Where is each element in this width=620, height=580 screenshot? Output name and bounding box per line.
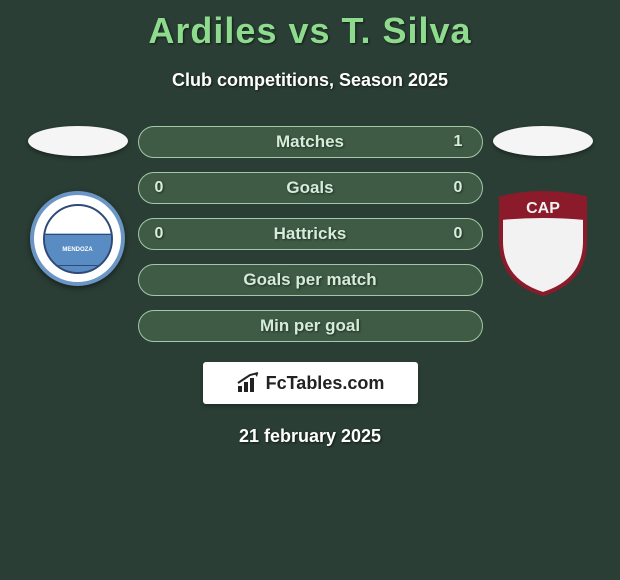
page-title: Ardiles vs T. Silva xyxy=(0,0,620,52)
right-crest-text: CAP xyxy=(526,200,560,217)
left-club-crest: C.D.G.C.A.T MENDOZA xyxy=(30,191,125,286)
stat-row-goals: 0 Goals 0 xyxy=(138,172,483,204)
stat-right-value: 0 xyxy=(454,179,466,197)
stats-column: Matches 1 0 Goals 0 0 Hattricks 0 Goals … xyxy=(138,126,483,342)
stat-right-value: 1 xyxy=(454,133,466,151)
left-crest-band: MENDOZA xyxy=(45,234,111,266)
stat-right-value: 0 xyxy=(454,225,466,243)
stat-label: Goals xyxy=(286,178,333,198)
stat-row-hattricks: 0 Hattricks 0 xyxy=(138,218,483,250)
left-crest-bottom-text: MENDOZA xyxy=(62,247,92,253)
stat-row-matches: Matches 1 xyxy=(138,126,483,158)
chart-icon xyxy=(236,372,260,394)
comparison-panel: C.D.G.C.A.T MENDOZA Matches 1 0 Goals 0 … xyxy=(0,126,620,342)
stat-label: Min per goal xyxy=(260,316,360,336)
stat-left-value: 0 xyxy=(155,179,167,197)
right-player-column: CAP xyxy=(483,126,603,296)
stat-row-goals-per-match: Goals per match xyxy=(138,264,483,296)
branding-text: FcTables.com xyxy=(266,373,385,394)
stat-label: Goals per match xyxy=(243,270,376,290)
branding-badge: FcTables.com xyxy=(203,362,418,404)
stat-left-value: 0 xyxy=(155,225,167,243)
stat-row-min-per-goal: Min per goal xyxy=(138,310,483,342)
right-club-crest: CAP xyxy=(493,186,593,296)
stat-label: Hattricks xyxy=(274,224,347,244)
stat-label: Matches xyxy=(276,132,344,152)
subtitle: Club competitions, Season 2025 xyxy=(0,70,620,91)
right-crest-svg: CAP xyxy=(493,186,593,296)
date-text: 21 february 2025 xyxy=(0,426,620,447)
left-crest-inner: C.D.G.C.A.T MENDOZA xyxy=(43,204,113,274)
right-flag-placeholder xyxy=(493,126,593,156)
left-flag-placeholder xyxy=(28,126,128,156)
left-player-column: C.D.G.C.A.T MENDOZA xyxy=(18,126,138,286)
